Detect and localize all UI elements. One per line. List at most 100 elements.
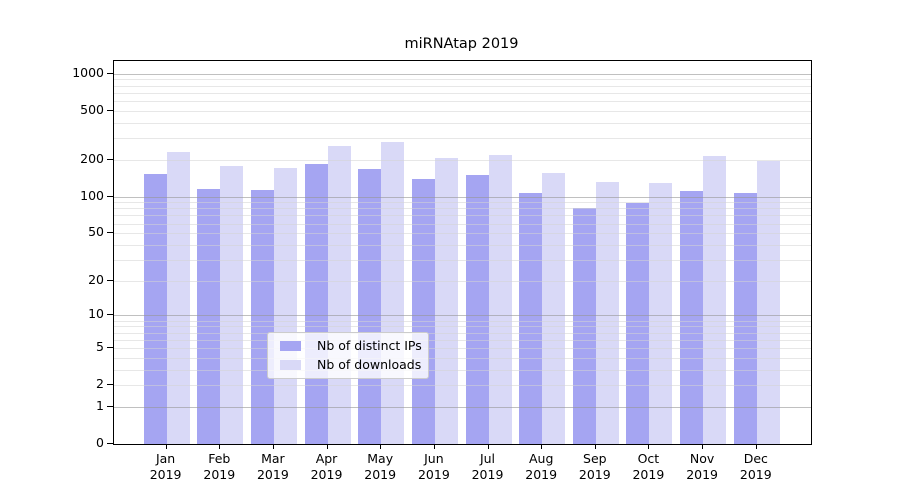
bar-nb-of-downloads-may-2019 (381, 142, 405, 444)
x-tick-may-2019 (380, 444, 382, 449)
gridline-minor-500 (114, 110, 811, 112)
legend-item-distinct-ips: Nb of distinct IPs (276, 338, 422, 353)
x-tick-jan-2019 (165, 444, 167, 449)
y-tick-label-5: 5 (96, 338, 104, 354)
bar-nb-of-distinct-ips-jun-2019 (411, 179, 435, 444)
gridline-minor-7 (114, 332, 811, 334)
bar-nb-of-distinct-ips-may-2019 (358, 168, 382, 444)
bar-nb-of-distinct-ips-feb-2019 (197, 189, 221, 444)
y-tick-label-10: 10 (88, 306, 104, 322)
x-tick-dec-2019 (755, 444, 757, 449)
x-tick-oct-2019 (648, 444, 650, 449)
bar-nb-of-downloads-jul-2019 (488, 155, 512, 444)
gridline-minor-3 (114, 369, 811, 371)
bar-nb-of-downloads-jan-2019 (166, 151, 190, 444)
x-tick-label-oct-2019: Oct 2019 (632, 451, 665, 482)
y-tick-label-20: 20 (88, 271, 104, 287)
gridline-minor-70 (114, 215, 811, 217)
bar-nb-of-downloads-oct-2019 (649, 183, 673, 444)
y-tick-label-2: 2 (96, 376, 104, 392)
gridline-minor-20 (114, 280, 811, 282)
bar-nb-of-distinct-ips-dec-2019 (733, 192, 757, 444)
x-tick-label-aug-2019: Aug 2019 (525, 451, 558, 482)
gridline-major-100 (114, 196, 811, 198)
y-tick-label-50: 50 (88, 224, 104, 240)
gridline-minor-9 (114, 320, 811, 322)
y-tick-1 (107, 405, 113, 407)
bar-nb-of-downloads-dec-2019 (756, 160, 780, 444)
gridline-minor-30 (114, 259, 811, 261)
gridline-minor-40 (114, 244, 811, 246)
x-tick-label-jul-2019: Jul 2019 (471, 451, 504, 482)
bar-nb-of-distinct-ips-nov-2019 (680, 191, 704, 444)
y-tick-label-1000: 1000 (72, 64, 104, 80)
x-tick-label-feb-2019: Feb 2019 (203, 451, 236, 482)
gridline-minor-600 (114, 100, 811, 102)
legend-item-downloads: Nb of downloads (276, 357, 422, 372)
gridline-minor-4 (114, 357, 811, 359)
x-tick-label-may-2019: May 2019 (364, 451, 397, 482)
bar-nb-of-distinct-ips-oct-2019 (626, 202, 650, 444)
gridline-minor-800 (114, 85, 811, 87)
bar-nb-of-distinct-ips-aug-2019 (519, 192, 543, 444)
y-tick-2 (107, 384, 113, 386)
y-tick-50 (107, 232, 113, 234)
gridline-minor-50 (114, 233, 811, 235)
gridline-major-1000 (114, 73, 811, 75)
x-tick-label-sep-2019: Sep 2019 (578, 451, 611, 482)
y-tick-5 (107, 346, 113, 348)
gridline-minor-2 (114, 385, 811, 387)
y-tick-20 (107, 279, 113, 281)
bar-nb-of-distinct-ips-apr-2019 (304, 164, 328, 444)
gridline-minor-6 (114, 339, 811, 341)
legend-swatch-distinct-ips (280, 341, 301, 351)
y-tick-200 (107, 158, 113, 160)
bar-nb-of-distinct-ips-sep-2019 (572, 207, 596, 444)
x-tick-jun-2019 (433, 444, 435, 449)
gridline-minor-300 (114, 138, 811, 139)
bar-nb-of-downloads-aug-2019 (542, 172, 566, 444)
gridline-minor-900 (114, 79, 811, 81)
y-tick-label-1: 1 (96, 397, 104, 413)
bar-nb-of-downloads-apr-2019 (327, 146, 351, 444)
legend-label-distinct-ips: Nb of distinct IPs (317, 338, 422, 353)
gridline-major-10 (114, 315, 811, 317)
gridline-minor-80 (114, 208, 811, 210)
x-tick-aug-2019 (541, 444, 543, 449)
gridline-minor-90 (114, 202, 811, 204)
gridline-major-1 (114, 406, 811, 408)
y-tick-label-200: 200 (80, 150, 104, 166)
gridline-minor-400 (114, 122, 811, 124)
y-tick-label-500: 500 (80, 101, 104, 117)
bar-nb-of-distinct-ips-jan-2019 (143, 173, 167, 444)
gridline-minor-200 (114, 159, 811, 161)
legend-label-downloads: Nb of downloads (317, 357, 422, 372)
x-tick-label-jan-2019: Jan 2019 (149, 451, 182, 482)
x-tick-label-dec-2019: Dec 2019 (739, 451, 772, 482)
bar-nb-of-downloads-nov-2019 (703, 156, 727, 444)
gridline-minor-8 (114, 326, 811, 328)
bar-nb-of-distinct-ips-mar-2019 (250, 189, 274, 444)
legend-swatch-downloads (280, 360, 301, 370)
x-tick-sep-2019 (594, 444, 596, 449)
x-tick-jul-2019 (487, 444, 489, 449)
gridline-minor-5 (114, 347, 811, 349)
y-tick-0 (107, 443, 113, 444)
y-tick-label-0: 0 (96, 435, 104, 450)
x-tick-apr-2019 (326, 444, 328, 449)
x-tick-nov-2019 (702, 444, 704, 449)
bar-nb-of-downloads-sep-2019 (595, 181, 619, 444)
x-tick-label-apr-2019: Apr 2019 (310, 451, 343, 482)
gridline-minor-700 (114, 92, 811, 94)
x-tick-mar-2019 (272, 444, 274, 449)
chart-title: miRNAtap 2019 (404, 36, 519, 52)
bar-nb-of-distinct-ips-jul-2019 (465, 174, 489, 444)
y-tick-500 (107, 109, 113, 111)
legend: Nb of distinct IPs Nb of downloads (267, 332, 429, 379)
plot-area (113, 60, 812, 445)
x-tick-label-nov-2019: Nov 2019 (686, 451, 718, 482)
y-tick-1000 (107, 72, 113, 74)
y-tick-10 (107, 314, 113, 316)
y-tick-label-100: 100 (80, 187, 104, 203)
